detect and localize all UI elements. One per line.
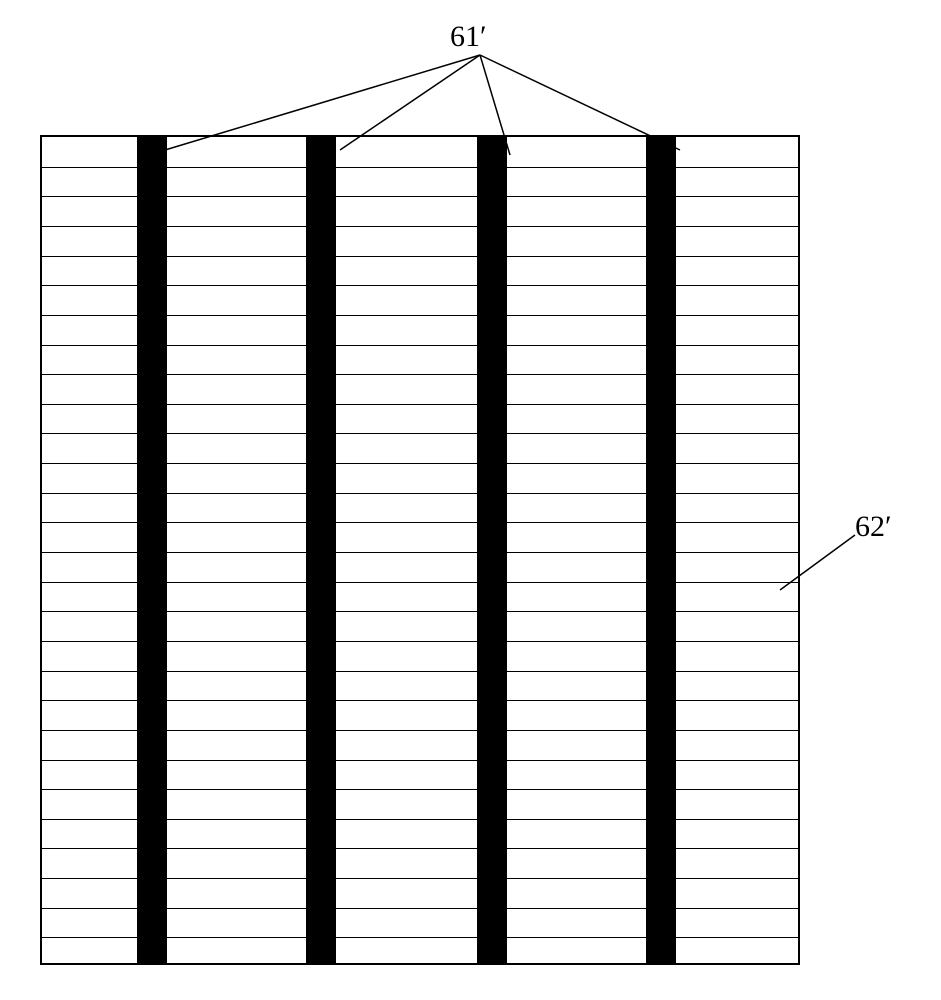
vertical-bar [306, 137, 336, 963]
label-62-prime: 62′ [855, 510, 892, 544]
grid-container [40, 135, 800, 965]
vertical-bar [646, 137, 676, 963]
vertical-bar [477, 137, 507, 963]
vertical-bar [137, 137, 167, 963]
label-61-prime: 61′ [450, 20, 487, 54]
